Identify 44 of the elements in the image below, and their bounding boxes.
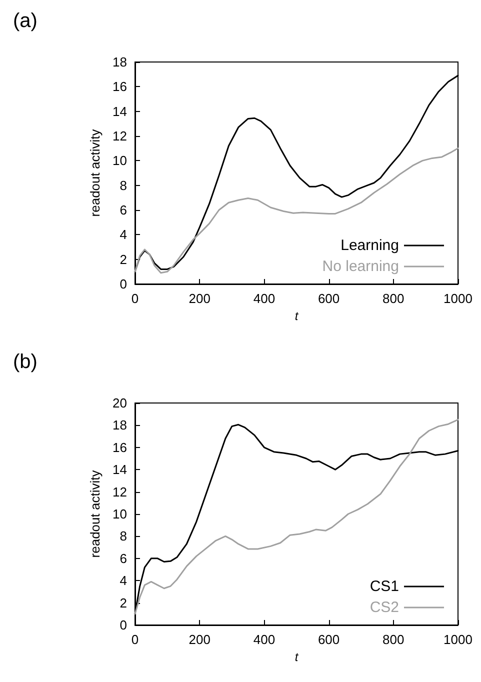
x-tick-label: 400 — [253, 632, 276, 647]
y-tick-label: 8 — [120, 528, 127, 544]
x-tick-label: 200 — [188, 632, 210, 647]
x-tick-label: 800 — [382, 632, 404, 647]
y-axis-title: readout activity — [88, 470, 103, 558]
y-tick-label: 16 — [112, 440, 127, 455]
x-axis-title: t — [294, 650, 299, 664]
y-tick-label: 12 — [112, 484, 127, 500]
x-tick-label: 1000 — [444, 291, 472, 306]
y-tick-label: 10 — [112, 153, 127, 168]
x-tick-label: 800 — [382, 291, 404, 306]
y-tick-label: 18 — [112, 54, 127, 70]
y-tick-label: 16 — [112, 79, 127, 94]
y-tick-label: 2 — [120, 252, 127, 267]
x-axis-title: t — [294, 308, 299, 323]
x-tick-label: 0 — [131, 632, 139, 647]
y-tick-label: 6 — [120, 202, 127, 218]
x-tick-label: 600 — [318, 291, 340, 306]
x-tick-label: 0 — [131, 291, 139, 306]
x-tick-label: 200 — [188, 291, 210, 306]
chart-title: (b) — [13, 351, 38, 373]
y-tick-label: 14 — [112, 104, 127, 119]
x-tick-label: 600 — [318, 632, 340, 647]
y-tick-label: 14 — [112, 462, 127, 478]
legend-label: Learning — [340, 237, 399, 254]
y-tick-label: 18 — [112, 418, 127, 433]
y-axis-title: readout activity — [88, 128, 103, 217]
y-tick-label: 20 — [112, 396, 127, 410]
y-tick-label: 4 — [120, 227, 127, 242]
y-tick-label: 0 — [120, 276, 127, 292]
y-tick-label: 0 — [120, 618, 127, 632]
y-tick-label: 6 — [120, 550, 127, 566]
y-tick-label: 2 — [120, 595, 127, 610]
line-series — [134, 148, 459, 274]
legend-label: No learning — [322, 258, 399, 275]
y-tick-label: 8 — [120, 178, 127, 193]
y-tick-label: 10 — [112, 506, 127, 522]
chart-title: (a) — [13, 10, 38, 32]
legend-label: CS1 — [370, 578, 399, 595]
legend-label: CS2 — [370, 599, 399, 616]
y-tick-label: 12 — [112, 128, 127, 144]
y-tick-label: 4 — [120, 573, 127, 588]
x-tick-label: 400 — [253, 291, 276, 306]
x-tick-label: 1000 — [444, 632, 472, 647]
